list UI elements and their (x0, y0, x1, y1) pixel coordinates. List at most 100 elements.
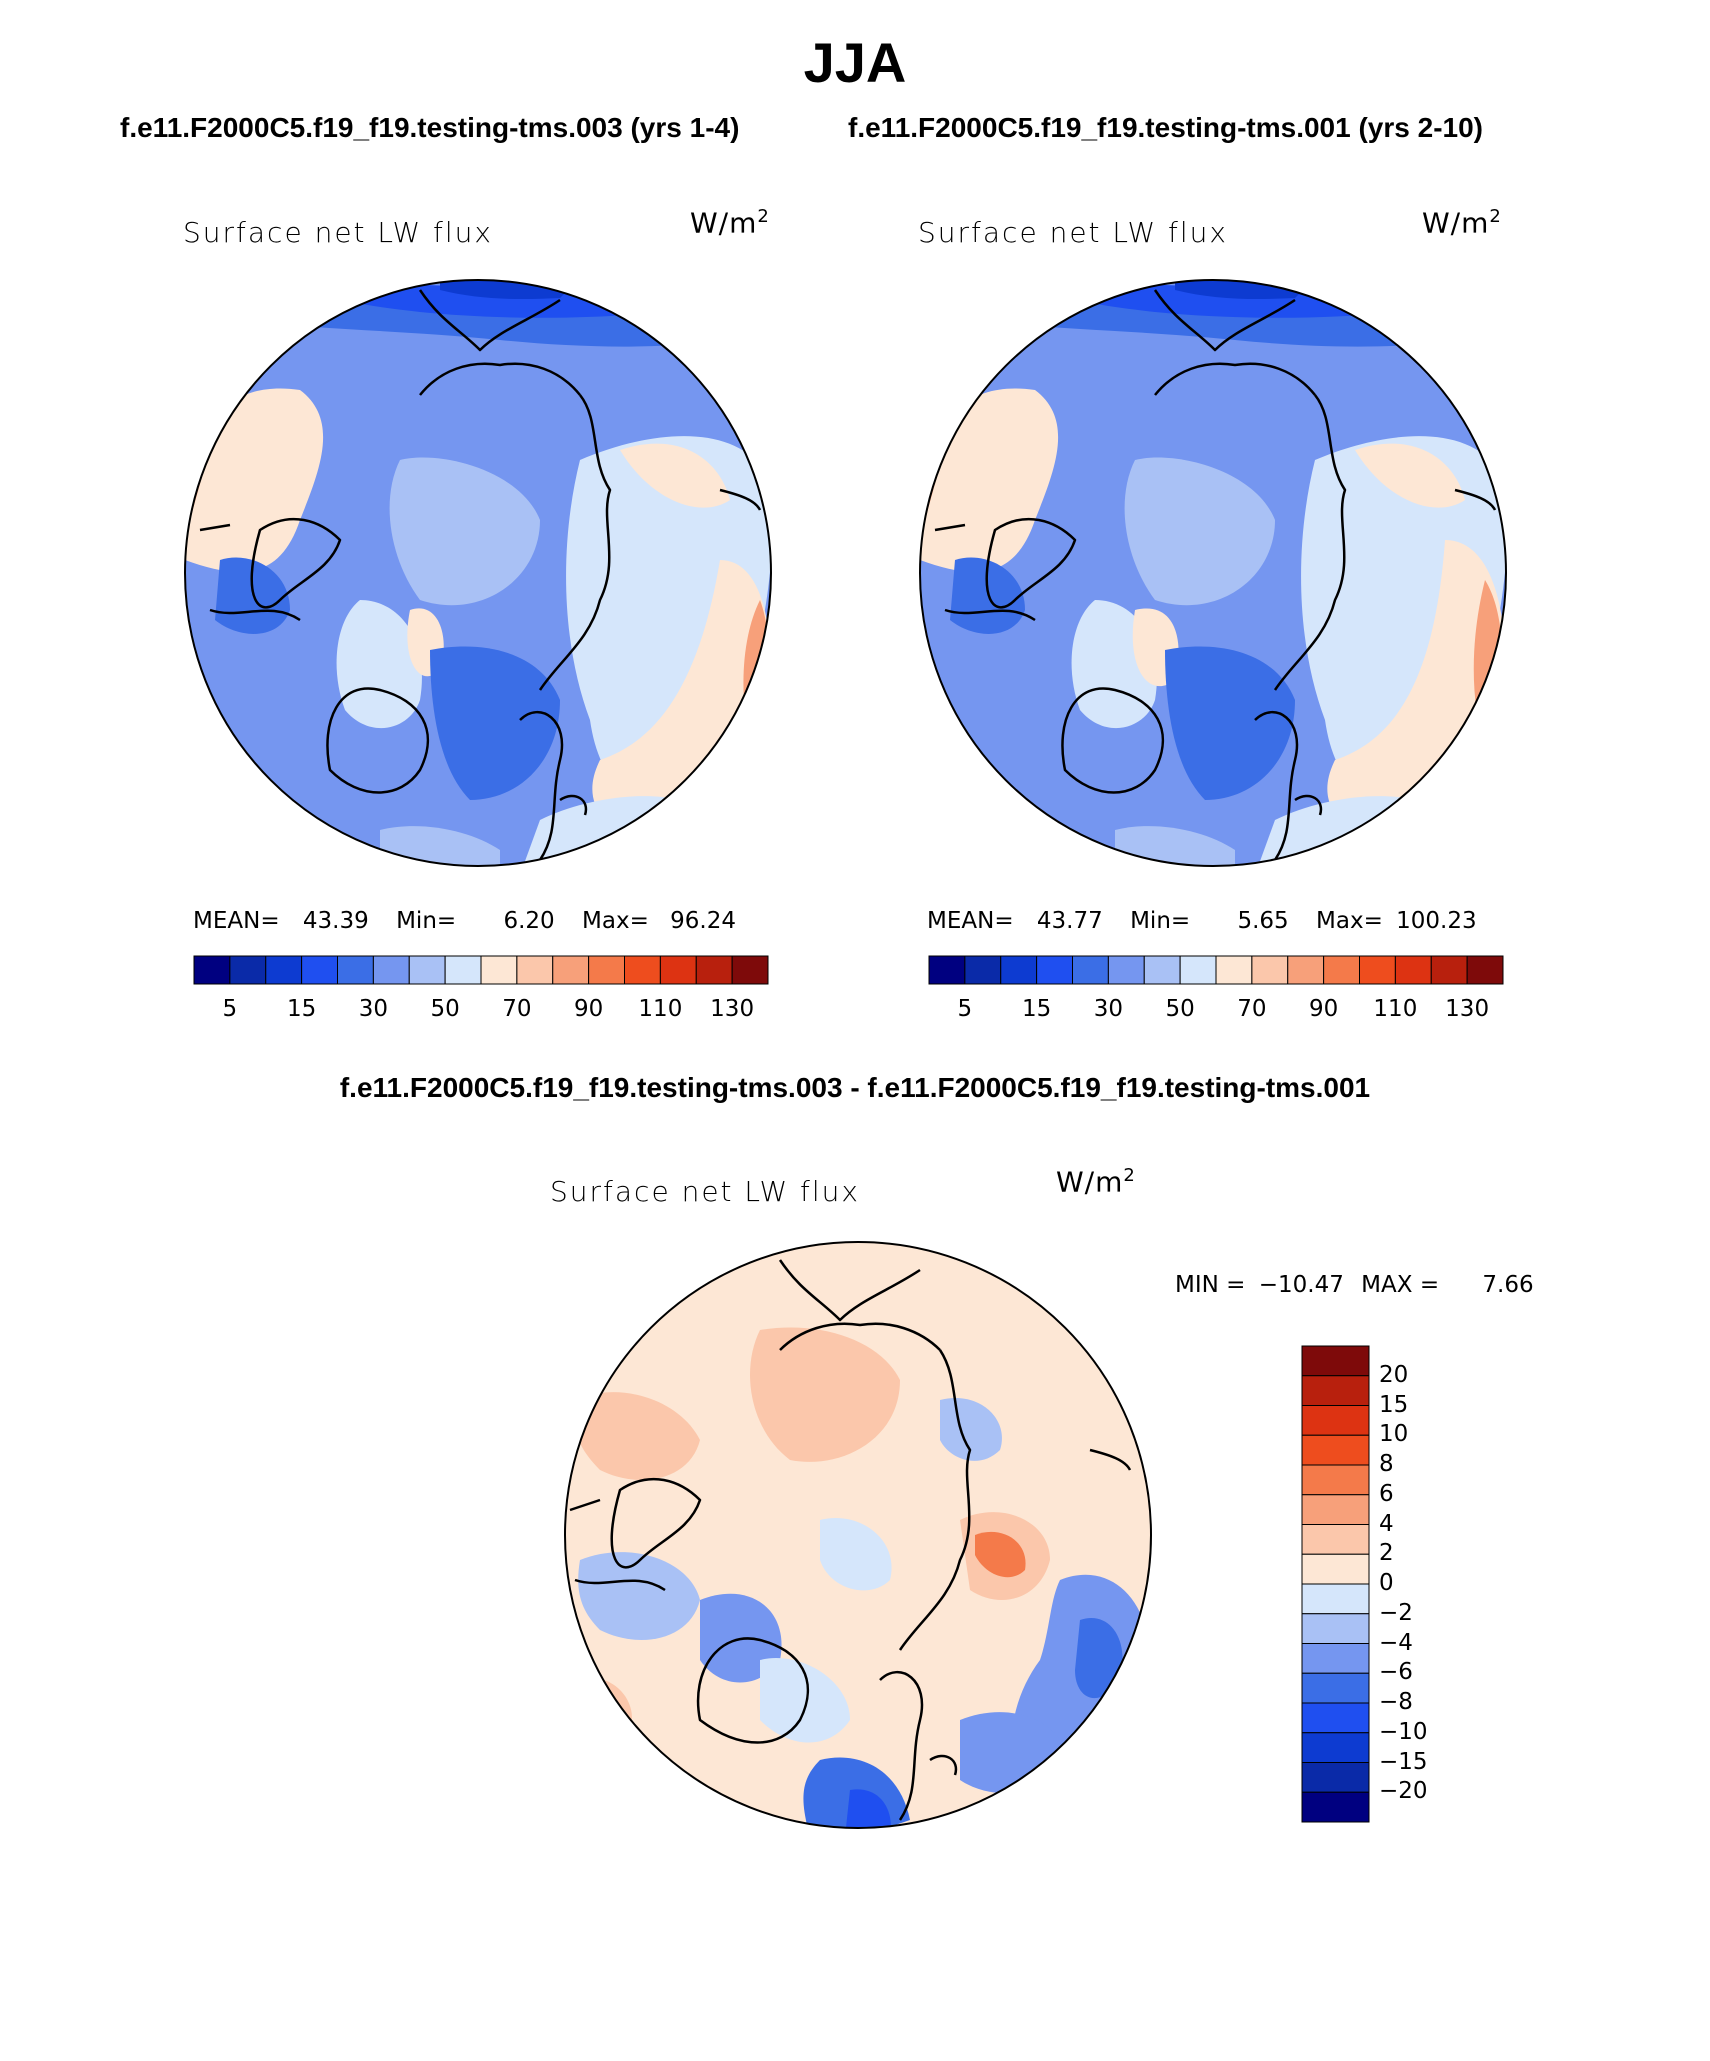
colorbar-tick-label: 70 (502, 996, 532, 1022)
case1-max-label: Max= (582, 908, 649, 934)
colorbar-swatch (1301, 1464, 1370, 1496)
colorbar-tick-label: 50 (430, 996, 460, 1022)
colorbar-swatch (1036, 955, 1073, 985)
colorbar-swatch (265, 955, 303, 985)
colorbar-swatch (1301, 1494, 1370, 1525)
case1-coastlines (199, 289, 762, 861)
colorbar-swatch (372, 955, 410, 985)
colorbar-tick-label: 30 (1093, 996, 1124, 1022)
colorbar-tick-label: 50 (1165, 996, 1195, 1022)
colorbar-tick-label: 130 (710, 996, 755, 1022)
colorbar-swatch (964, 955, 1002, 985)
colorbar-swatch (1287, 955, 1325, 985)
colorbar-swatch (1143, 955, 1181, 985)
colorbar-swatch (444, 955, 482, 985)
diff-min-label: MIN = (1175, 1272, 1246, 1298)
colorbar-swatch (1000, 955, 1038, 985)
colorbar-swatch (1072, 955, 1109, 985)
colorbar-tick-label: −15 (1379, 1748, 1428, 1775)
colorbar-tick-label: 2 (1379, 1540, 1394, 1567)
colorbar-tick-label: −8 (1379, 1689, 1413, 1715)
colorbar-tick-label: −6 (1379, 1659, 1413, 1686)
colorbar-swatch (1215, 955, 1253, 985)
case2-variable-label: Surface net LW flux (918, 216, 1228, 249)
diff-map-border (564, 1241, 1152, 1829)
colorbar-swatch (695, 955, 733, 985)
case1-min-label: Min= (396, 908, 457, 934)
case2-units: W/m2 (1422, 206, 1502, 240)
case2-max-label: Max= (1316, 908, 1383, 934)
case1-title: f.e11.F2000C5.f19_f19.testing-tms.003 (y… (120, 112, 740, 143)
case1-variable-label: Surface net LW flux (183, 216, 493, 249)
colorbar-tick-label: 90 (1308, 996, 1339, 1022)
diff-minmax: MIN = −10.47 MAX = 7.66 (1175, 1272, 1534, 1298)
colorbar-swatch (1301, 1583, 1370, 1615)
colorbar-swatch (624, 955, 661, 985)
colorbar-swatch (1301, 1762, 1370, 1793)
case2-colorbar (928, 955, 1504, 985)
colorbar-swatch (659, 955, 697, 985)
colorbar-swatch (1251, 955, 1289, 985)
colorbar-swatch (1301, 1732, 1370, 1763)
colorbar-swatch (1301, 1553, 1370, 1585)
colorbar-tick-label: 8 (1379, 1451, 1394, 1477)
colorbar-swatch (516, 955, 554, 985)
case1-map-border (184, 279, 772, 867)
colorbar-tick-label: 130 (1445, 996, 1490, 1022)
case2-mean: 43.77 (1036, 908, 1103, 934)
colorbar-tick-label: −4 (1379, 1629, 1413, 1656)
colorbar-tick-label: 70 (1237, 996, 1267, 1022)
colorbar-swatch (1301, 1405, 1370, 1436)
diff-variable-label: Surface net LW flux (550, 1175, 860, 1208)
colorbar-tick-label: 5 (957, 996, 973, 1022)
colorbar-tick-label: −10 (1379, 1718, 1428, 1745)
colorbar-swatch (1301, 1702, 1370, 1734)
case1-map (185, 280, 771, 866)
case2-coastlines (934, 289, 1497, 861)
colorbar-swatch (731, 955, 769, 985)
colorbar-swatch (1301, 1434, 1370, 1466)
case1-stats: MEAN= 43.39 Min= 6.20 Max= 96.24 (193, 908, 736, 934)
case2-map-border (919, 279, 1507, 867)
colorbar-swatch (1301, 1613, 1370, 1644)
colorbar-tick-label: 15 (286, 996, 317, 1022)
colorbar-swatch (552, 955, 590, 985)
colorbar-tick-label: 0 (1379, 1570, 1394, 1596)
colorbar-tick-label: 5 (222, 996, 238, 1022)
colorbar-swatch (193, 955, 231, 985)
case1-mean: 43.39 (302, 908, 369, 934)
colorbar-tick-label: 15 (1021, 996, 1052, 1022)
colorbar-swatch (1301, 1791, 1370, 1823)
colorbar-swatch (1107, 955, 1145, 985)
colorbar-swatch (1301, 1672, 1370, 1704)
colorbar-swatch (1394, 955, 1432, 985)
colorbar-tick-label: 20 (1379, 1361, 1409, 1388)
diff-min: −10.47 (1258, 1272, 1344, 1298)
colorbar-swatch (301, 955, 338, 985)
colorbar-swatch (928, 955, 966, 985)
diff-title: f.e11.F2000C5.f19_f19.testing-tms.003 - … (339, 1072, 1371, 1103)
colorbar-swatch (408, 955, 446, 985)
colorbar-swatch (1301, 1345, 1370, 1377)
colorbar-swatch (229, 955, 267, 985)
case1-colorbar (193, 955, 769, 985)
case2-mean-label: MEAN= (927, 908, 1014, 934)
case1-min: 6.20 (503, 908, 555, 934)
colorbar-tick-label: 110 (638, 996, 683, 1022)
diff-max: 7.66 (1482, 1272, 1534, 1298)
colorbar-swatch (1301, 1375, 1370, 1406)
colorbar-swatch (1359, 955, 1396, 985)
colorbar-tick-label: 4 (1379, 1510, 1394, 1537)
colorbar-tick-label: −20 (1379, 1778, 1428, 1805)
colorbar-tick-label: 10 (1379, 1421, 1409, 1448)
case2-min: 5.65 (1237, 908, 1289, 934)
colorbar-tick-label: 15 (1379, 1391, 1409, 1418)
case2-stats: MEAN= 43.77 Min= 5.65 Max= 100.23 (927, 908, 1477, 934)
colorbar-tick-label: 30 (358, 996, 389, 1022)
plot-title: JJA (803, 31, 907, 94)
colorbar-swatch (1430, 955, 1468, 985)
case2-title: f.e11.F2000C5.f19_f19.testing-tms.001 (y… (848, 112, 1483, 143)
diff-map (565, 1242, 1151, 1828)
colorbar-tick-label: 90 (573, 996, 604, 1022)
